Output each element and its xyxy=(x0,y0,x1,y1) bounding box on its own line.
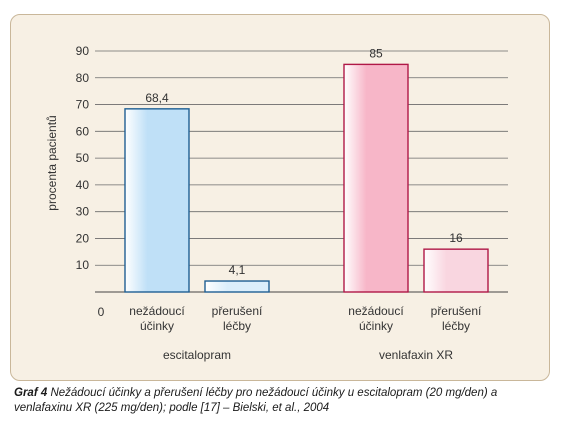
bar xyxy=(124,108,190,293)
category-label: léčby xyxy=(223,319,251,333)
bar-value-label: 85 xyxy=(369,46,383,60)
category-labels: nežádoucíúčinkypřerušeníléčbynežádoucíúč… xyxy=(129,304,482,333)
category-label: léčby xyxy=(442,319,470,333)
category-label: přerušení xyxy=(431,304,482,318)
y-tick-label: 80 xyxy=(76,71,90,85)
figure-caption: Graf 4 Nežádoucí účinky a přerušení léčb… xyxy=(14,386,550,416)
group-label: escitalopram xyxy=(163,348,231,362)
bars xyxy=(124,63,489,293)
bar-value-label: 4,1 xyxy=(229,263,246,277)
y-zero-label: 0 xyxy=(98,305,105,319)
y-tick-label: 70 xyxy=(76,98,90,112)
bar-value-label: 16 xyxy=(449,231,463,245)
category-label: nežádoucí xyxy=(348,304,404,318)
chart-panel xyxy=(10,14,550,381)
bar-value-labels: 68,4 4,1 85 16 xyxy=(145,46,463,277)
y-tick-labels: 10 20 30 40 50 60 70 80 90 xyxy=(76,44,90,272)
category-label: přerušení xyxy=(212,304,263,318)
y-tick-label: 40 xyxy=(76,178,90,192)
y-tick-label: 90 xyxy=(76,44,90,58)
group-labels: escitalopram venlafaxin XR xyxy=(163,348,453,362)
y-tick-label: 60 xyxy=(76,124,90,138)
bar xyxy=(423,248,489,293)
caption-text: Nežádoucí účinky a přerušení léčby pro n… xyxy=(14,387,498,414)
y-tick-label: 50 xyxy=(76,151,90,165)
bar-value-label: 68,4 xyxy=(145,91,169,105)
group-label: venlafaxin XR xyxy=(379,348,453,362)
y-tick-label: 30 xyxy=(76,205,90,219)
caption-label: Graf 4 xyxy=(14,387,48,399)
bar xyxy=(343,63,409,293)
bar xyxy=(204,280,270,293)
y-axis-label: procenta pacientů xyxy=(45,115,59,210)
category-label: účinky xyxy=(140,319,174,333)
category-label: účinky xyxy=(359,319,393,333)
category-label: nežádoucí xyxy=(129,304,185,318)
y-tick-label: 20 xyxy=(76,231,90,245)
y-tick-label: 10 xyxy=(76,258,90,272)
